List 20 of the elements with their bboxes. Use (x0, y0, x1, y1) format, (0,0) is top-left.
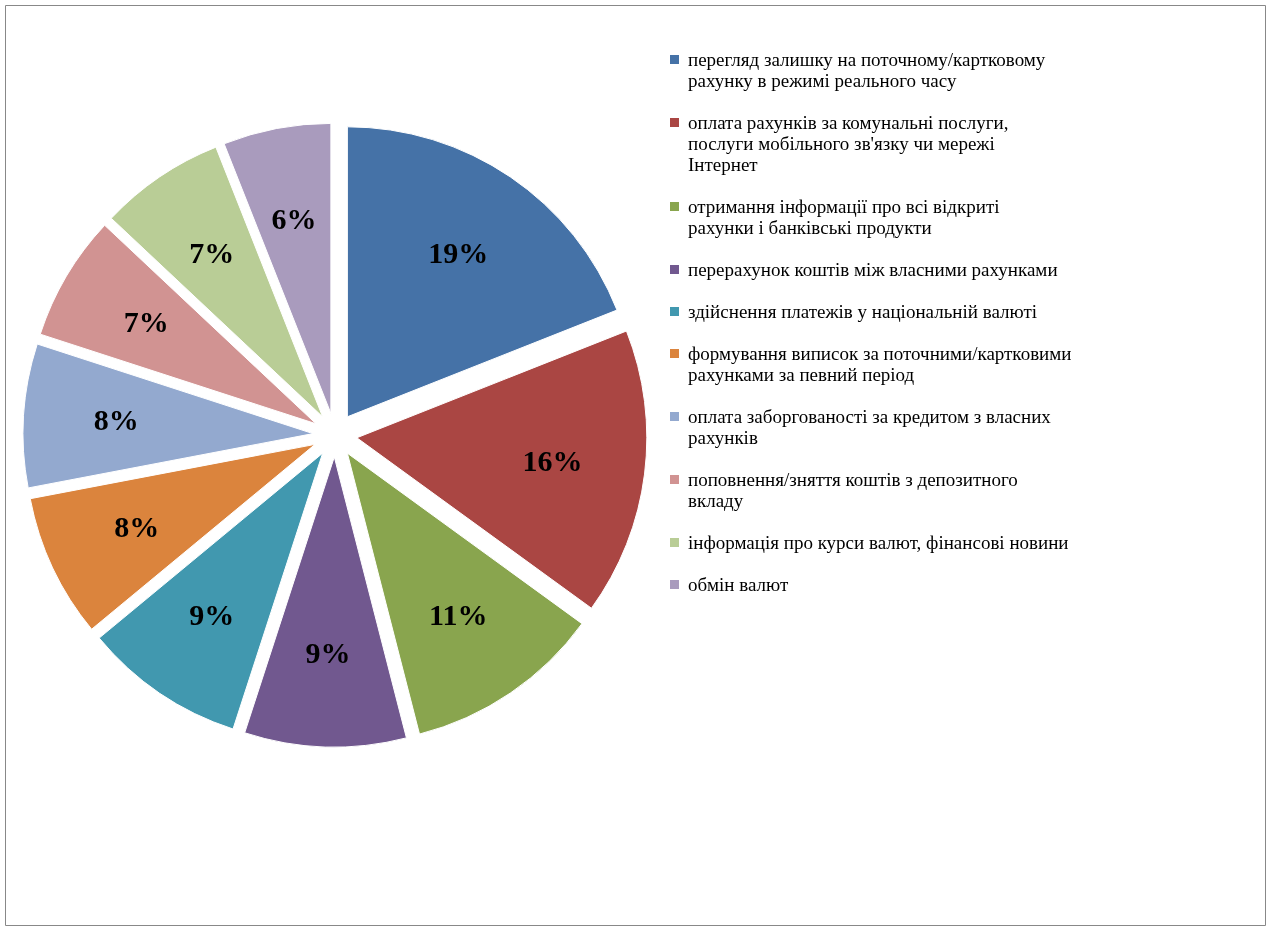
legend-label: здійснення платежів у національній валюті (688, 300, 1037, 322)
data-label: 16% (522, 444, 583, 478)
legend-label: отримання інформації про всі відкриті рахунки і банківські продукти (688, 195, 1000, 238)
legend-label: оплата заборгованості за кредитом з власних рахунків (688, 405, 1052, 448)
data-label: 11% (429, 598, 488, 632)
legend-label: інформація про курси валют, фінансові новини (688, 531, 1069, 553)
legend-label: обмін валют (688, 573, 789, 595)
legend-label: поповнення/зняття коштів з депозитного вкладу (688, 468, 1018, 511)
legend-label: перерахунок коштів між власними рахунками (688, 258, 1058, 280)
data-label: 9% (189, 598, 235, 632)
data-label: 8% (114, 510, 160, 544)
data-label: 9% (305, 636, 351, 670)
data-label: 6% (271, 201, 317, 235)
legend-label: формування виписок за поточними/картковими рахунками за певний період (688, 342, 1072, 385)
data-label: 19% (428, 235, 489, 269)
legend-label: перегляд залишку на поточному/картковому рахунку в режимі реального часу (688, 48, 1046, 91)
data-label: 7% (189, 235, 235, 269)
data-label: 7% (123, 305, 169, 339)
data-label: 8% (93, 403, 139, 437)
legend-label: оплата рахунків за комунальні послуги, послуги мобільного зв'язку чи мережі Інтернет (688, 111, 1009, 175)
